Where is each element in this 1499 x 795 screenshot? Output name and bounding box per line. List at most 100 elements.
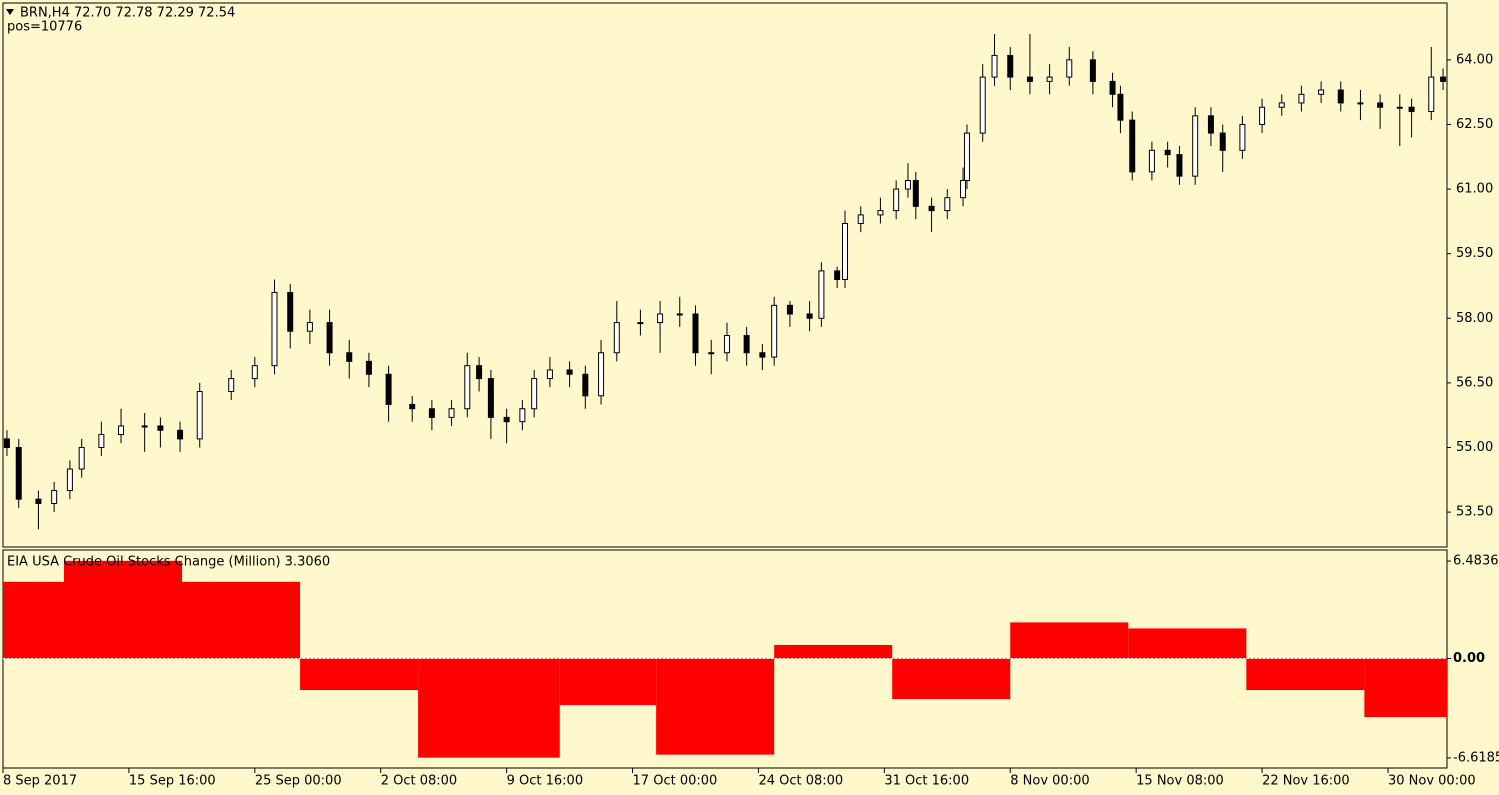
candle-body — [1129, 119, 1136, 173]
x-tick-label: 22 Nov 16:00 — [1262, 774, 1350, 789]
candle-body — [818, 270, 825, 319]
candle-body — [991, 55, 998, 78]
candle-body — [1192, 115, 1199, 177]
candle-body — [177, 429, 184, 440]
candle-body — [963, 132, 970, 181]
candle-body — [1109, 80, 1116, 95]
candle-body — [723, 335, 730, 354]
bar — [1010, 622, 1129, 659]
candle-body — [1440, 76, 1447, 82]
candle-body — [1089, 59, 1096, 82]
candle-body — [960, 179, 967, 199]
candle-body — [613, 322, 620, 354]
x-tick-label: 24 Oct 08:00 — [758, 774, 843, 789]
x-tick-label: 8 Nov 00:00 — [1010, 774, 1089, 789]
candle-body — [1408, 106, 1415, 113]
indicator-title: EIA USA Crude Oil Stocks Change (Million… — [7, 555, 330, 570]
x-tick-label: 9 Oct 16:00 — [507, 774, 583, 789]
y-tick-label: 0.00 — [1453, 651, 1485, 666]
chart-title: BRN,H4 72.70 72.78 72.29 72.54 — [20, 6, 235, 21]
y-tick-label: 59.50 — [1456, 246, 1493, 261]
candle-body — [118, 425, 125, 436]
y-tick-label: 62.50 — [1456, 117, 1493, 132]
candle-body — [271, 291, 278, 367]
candle-body — [464, 365, 471, 410]
bar — [1364, 658, 1447, 718]
candle-body — [692, 313, 699, 354]
candle-body — [904, 179, 911, 190]
candle-body — [1219, 132, 1226, 151]
y-tick-label: 56.50 — [1456, 375, 1493, 390]
y-tick-label: -6.6185 — [1453, 750, 1499, 765]
candle-body — [1298, 93, 1305, 104]
candle-body — [1026, 76, 1033, 82]
candle-body — [1278, 102, 1285, 108]
dropdown-icon — [6, 9, 14, 15]
candle-body — [98, 434, 105, 449]
candle-body — [1148, 149, 1155, 173]
chart-subtitle: pos=10776 — [7, 20, 82, 35]
candle-body — [78, 447, 85, 470]
x-tick-label: 31 Oct 16:00 — [884, 774, 969, 789]
x-tick-label: 25 Sep 00:00 — [255, 774, 342, 789]
y-tick-label: 6.4836 — [1453, 554, 1499, 569]
candle-body — [51, 490, 58, 504]
candle-body — [1066, 59, 1073, 78]
candle-body — [842, 223, 849, 281]
candle-body — [786, 304, 793, 315]
candle-body — [759, 352, 766, 358]
y-tick-label: 61.00 — [1456, 182, 1493, 197]
candle-body — [834, 270, 841, 281]
candle-body — [1176, 154, 1183, 177]
candle-body — [743, 335, 750, 354]
candle-body — [326, 322, 333, 354]
candle-body — [979, 76, 986, 134]
bar — [1128, 628, 1247, 659]
main-panel — [2, 2, 1448, 548]
candle-body — [857, 214, 864, 225]
candle-body — [1396, 106, 1403, 109]
candle-body — [35, 498, 42, 504]
bar — [300, 658, 419, 691]
candle-body — [228, 378, 235, 393]
candle-body — [1117, 93, 1124, 121]
candle-body — [1428, 76, 1435, 113]
candle-body — [251, 365, 258, 380]
candle-body — [598, 352, 605, 397]
candle-body — [893, 188, 900, 212]
candle-body — [66, 468, 73, 492]
candle-body — [676, 313, 683, 316]
candle-body — [771, 304, 778, 358]
x-tick-label: 17 Oct 00:00 — [633, 774, 718, 789]
candle-body — [15, 447, 22, 500]
x-tick-label: 8 Sep 2017 — [3, 774, 77, 789]
candle-body — [806, 313, 813, 319]
candle-body — [1207, 115, 1214, 134]
bar — [656, 658, 775, 755]
bar — [892, 658, 1011, 700]
candle-body — [519, 408, 526, 423]
candle-body — [287, 291, 294, 332]
candle-body — [428, 408, 435, 418]
candle-body — [1007, 55, 1014, 78]
candle-body — [157, 425, 164, 431]
y-tick-label: 58.00 — [1456, 311, 1493, 326]
candle-body — [385, 373, 392, 405]
y-tick-label: 64.00 — [1456, 52, 1493, 67]
candle-body — [877, 210, 884, 216]
candle-body — [1239, 123, 1246, 151]
candle-body — [928, 205, 935, 212]
candle-body — [476, 365, 483, 380]
candle-body — [196, 391, 203, 440]
x-tick-label: 30 Nov 00:00 — [1388, 774, 1476, 789]
bar — [774, 644, 893, 659]
candle-body — [1377, 102, 1384, 108]
bar — [559, 658, 657, 706]
candle-body — [566, 369, 573, 375]
candle-body — [546, 369, 553, 380]
candle-body — [306, 322, 313, 332]
candle-body — [1164, 149, 1171, 156]
candle-body — [912, 179, 919, 207]
